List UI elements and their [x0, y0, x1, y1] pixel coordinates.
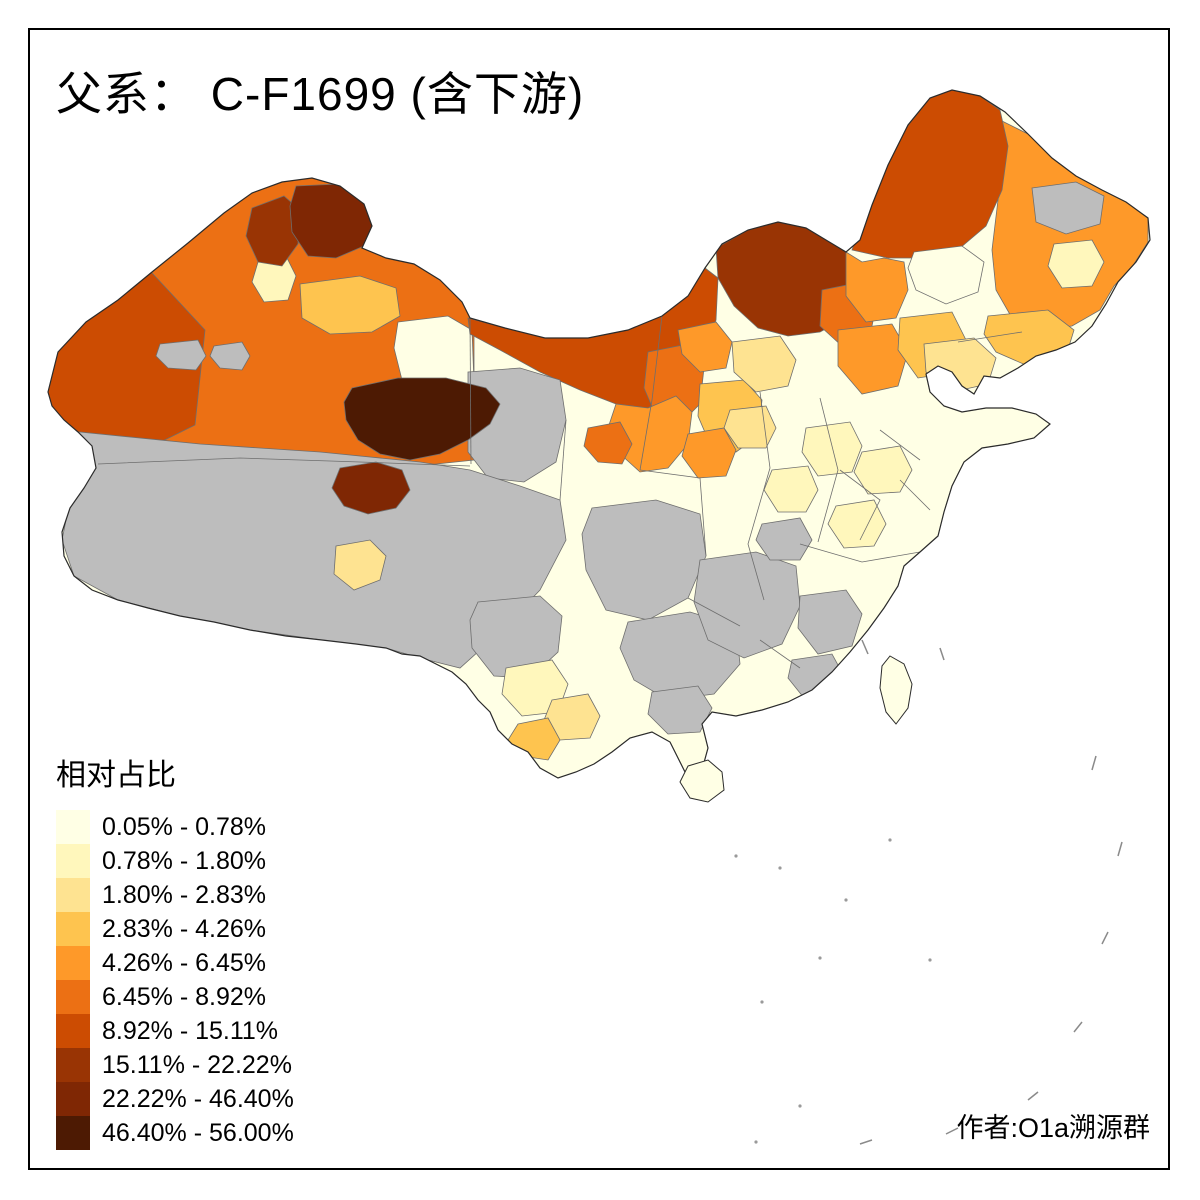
legend-label: 8.92% - 15.11% [102, 1016, 279, 1045]
region-xining [583, 421, 633, 465]
legend-swatch [56, 1014, 90, 1048]
author-credit: 作者:O1a溯源群 [956, 1113, 1150, 1143]
region-xingan [845, 251, 909, 323]
legend-row: 0.05% - 0.78% [56, 810, 294, 844]
region-ne-pale-1 [907, 245, 985, 305]
region-chifeng [837, 323, 909, 395]
legend-label: 0.78% - 1.80% [102, 846, 266, 875]
region-plain-2 [853, 445, 913, 495]
region-qaidam [343, 377, 501, 461]
region-plain-1 [801, 421, 863, 477]
legend-swatch [56, 1082, 90, 1116]
region-ne-gray [1031, 181, 1105, 235]
legend-label: 0.05% - 0.78% [102, 812, 266, 841]
region-altay-east [289, 183, 375, 259]
legend-row: 2.83% - 4.26% [56, 912, 294, 946]
region-guangxi-gray [647, 685, 713, 735]
legend-label: 2.83% - 4.26% [102, 914, 266, 943]
legend-label: 22.22% - 46.40% [102, 1084, 294, 1113]
region-hubei-gray [755, 517, 813, 561]
region-jiangxi [797, 589, 863, 655]
legend-swatch [56, 946, 90, 980]
region-altay-west [245, 195, 301, 267]
region-xj-gray-2 [209, 341, 251, 371]
legend-label: 4.26% - 6.45% [102, 948, 266, 977]
region-guanzhong [681, 427, 737, 479]
region-lhasa [333, 539, 387, 591]
region-hetao [677, 321, 733, 373]
legend-row: 0.78% - 1.80% [56, 844, 294, 878]
legend-swatch [56, 844, 90, 878]
legend-label: 46.40% - 56.00% [102, 1118, 294, 1147]
region-hainan [679, 759, 725, 803]
legend-row: 4.26% - 6.45% [56, 946, 294, 980]
legend-title: 相对占比 [56, 759, 176, 792]
sea-dash-line [859, 639, 1123, 1145]
region-taiwan [879, 655, 913, 725]
legend-row: 46.40% - 56.00% [56, 1116, 294, 1150]
legend-swatch [56, 1048, 90, 1082]
region-plain-5 [827, 499, 887, 549]
mainland-outline [47, 89, 1151, 784]
page-title: 父系： C-F1699 (含下游) [56, 68, 585, 120]
legend-label: 1.80% - 2.83% [102, 880, 266, 909]
region-tianshan-band [299, 275, 401, 335]
region-xj-gray-1 [155, 339, 207, 371]
legend-row: 15.11% - 22.22% [56, 1048, 294, 1082]
legend-row: 6.45% - 8.92% [56, 980, 294, 1014]
region-sichuan-east [581, 499, 707, 621]
legend-swatch [56, 912, 90, 946]
legend-swatch [56, 878, 90, 912]
legend-row: 22.22% - 46.40% [56, 1082, 294, 1116]
province-borders [97, 315, 1023, 669]
legend-swatch [56, 980, 90, 1014]
legend: 相对占比 0.05% - 0.78% 0.78% - 1.80% 1.80% -… [56, 750, 294, 1150]
legend-label: 6.45% - 8.92% [102, 982, 266, 1011]
region-hohhot [731, 335, 797, 393]
legend-swatch [56, 1116, 90, 1150]
region-yushu [331, 461, 411, 515]
legend-label: 15.11% - 22.22% [102, 1050, 292, 1079]
legend-row: 1.80% - 2.83% [56, 878, 294, 912]
legend-row: 8.92% - 15.11% [56, 1014, 294, 1048]
legend-swatch [56, 810, 90, 844]
region-ne-pale-2 [1047, 239, 1105, 289]
sea-islets [734, 838, 932, 1144]
